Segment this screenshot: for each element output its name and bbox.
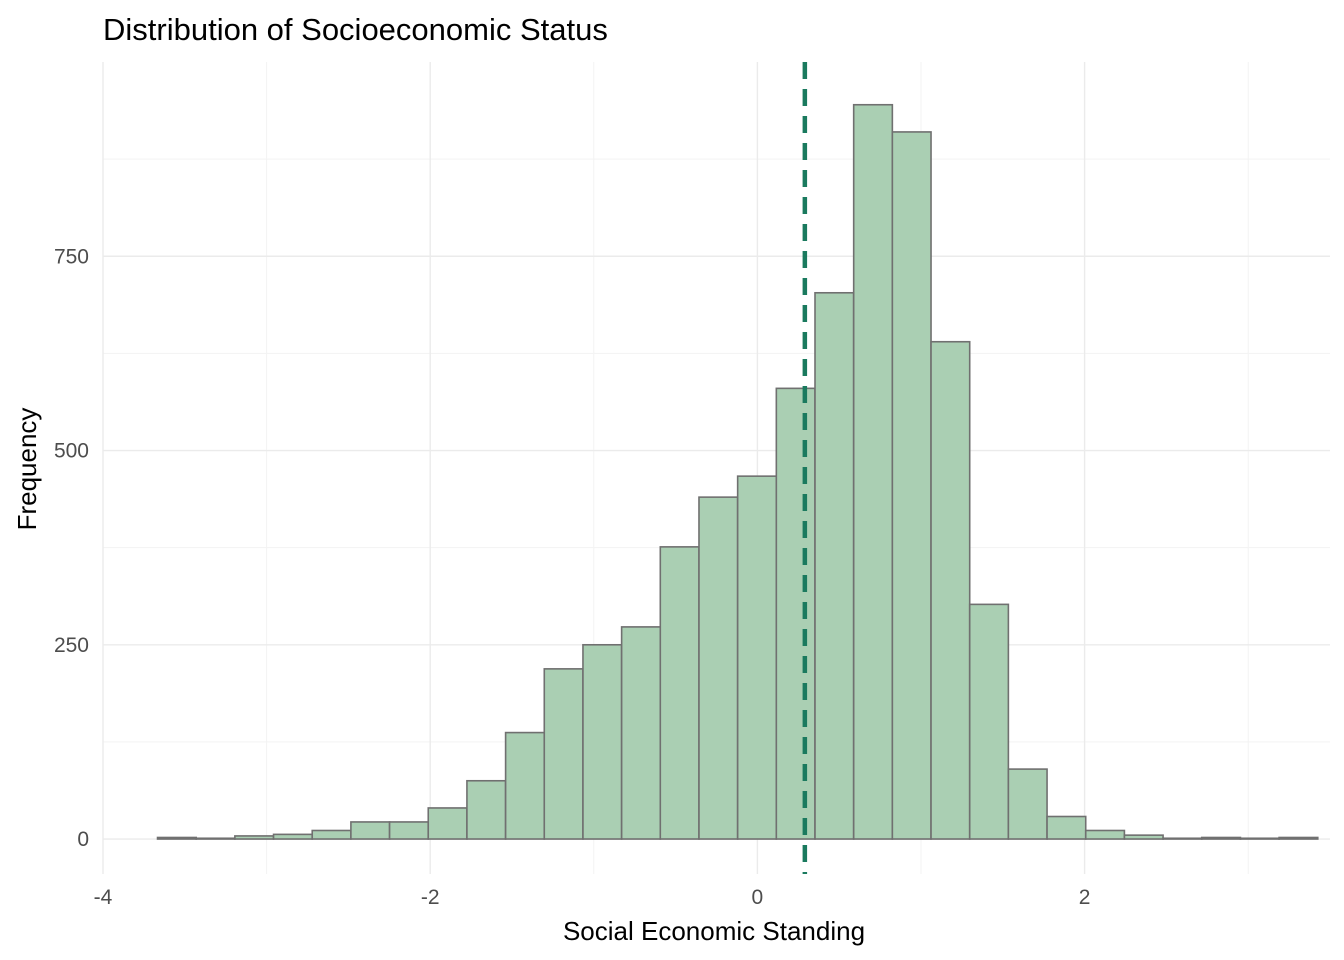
histogram-bar bbox=[1084, 829, 1126, 840]
y-axis-title: Frequency bbox=[12, 408, 42, 531]
histogram-bar bbox=[350, 821, 391, 840]
histogram-bar bbox=[1046, 815, 1087, 840]
bars-layer bbox=[156, 103, 1319, 840]
histogram-bar bbox=[427, 807, 468, 840]
x-tick-label: 0 bbox=[752, 886, 764, 909]
histogram-bar bbox=[736, 475, 778, 840]
histogram-bar bbox=[1162, 837, 1203, 840]
histogram-bar bbox=[891, 131, 932, 840]
histogram-bar bbox=[234, 835, 275, 840]
histogram-bar bbox=[968, 603, 1010, 840]
histogram-bar bbox=[272, 833, 314, 840]
histogram-bar bbox=[1278, 836, 1319, 840]
histogram-bar bbox=[852, 103, 894, 840]
x-tick-label: -4 bbox=[94, 886, 113, 909]
ticks-layer: -4 -2 0 2 0 250 500 750 bbox=[54, 245, 1090, 909]
histogram-bar bbox=[1007, 768, 1048, 840]
histogram-bar bbox=[620, 626, 662, 840]
y-tick-label: 500 bbox=[54, 440, 89, 463]
histogram-bar bbox=[775, 387, 816, 840]
x-axis-title: Social Economic Standing bbox=[563, 916, 865, 946]
histogram-bar bbox=[388, 821, 430, 840]
histogram-bar bbox=[814, 291, 855, 840]
histogram-bar bbox=[195, 837, 236, 840]
y-tick-label: 750 bbox=[54, 245, 89, 268]
x-tick-label: -2 bbox=[421, 886, 440, 909]
histogram-bar bbox=[1239, 837, 1280, 840]
histogram-bar bbox=[1200, 836, 1242, 840]
histogram-bar bbox=[930, 340, 971, 840]
histogram-bar bbox=[582, 643, 623, 840]
y-tick-label: 0 bbox=[77, 828, 89, 851]
y-tick-label: 250 bbox=[54, 634, 89, 657]
histogram-bar bbox=[466, 779, 507, 840]
histogram-bar bbox=[156, 836, 198, 840]
histogram-bar bbox=[698, 496, 739, 840]
histogram-bar bbox=[311, 829, 352, 840]
chart-title: Distribution of Socioeconomic Status bbox=[103, 12, 608, 47]
x-tick-label: 2 bbox=[1079, 886, 1091, 909]
histogram-bar bbox=[1123, 834, 1164, 840]
histogram-bar bbox=[504, 731, 546, 840]
histogram-bar bbox=[659, 546, 700, 840]
histogram-bar bbox=[543, 668, 584, 840]
